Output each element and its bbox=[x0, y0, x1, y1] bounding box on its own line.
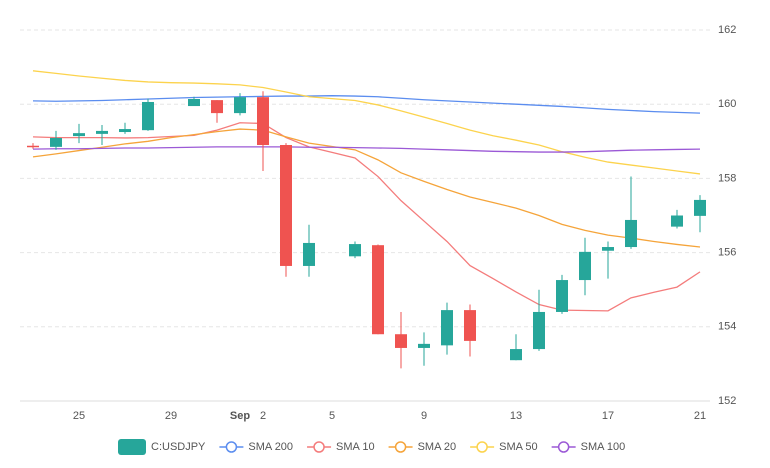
sma-line bbox=[32, 146, 701, 153]
candle-body bbox=[50, 137, 62, 147]
y-tick-label: 154 bbox=[718, 321, 736, 333]
candle-body bbox=[119, 129, 131, 133]
legend-marker bbox=[225, 441, 238, 453]
legend-label: SMA 20 bbox=[418, 441, 457, 453]
candle-body bbox=[625, 219, 637, 248]
y-tick-label: 162 bbox=[718, 24, 736, 36]
candle-body bbox=[349, 244, 361, 257]
candle-body bbox=[27, 145, 39, 148]
x-tick-label: 17 bbox=[602, 410, 614, 422]
candle-body bbox=[441, 310, 453, 346]
candle-body bbox=[395, 334, 407, 348]
sma-line bbox=[32, 128, 701, 248]
legend-label: SMA 10 bbox=[336, 441, 375, 453]
candle-body bbox=[464, 310, 476, 341]
legend-label: SMA 200 bbox=[248, 441, 293, 453]
legend-label: C:USDJPY bbox=[151, 441, 206, 453]
candle-body bbox=[73, 133, 85, 137]
sma-line bbox=[32, 70, 701, 175]
legend-marker bbox=[313, 441, 325, 453]
x-tick-label: 29 bbox=[165, 410, 177, 422]
x-tick-label: Sep bbox=[230, 410, 250, 422]
legend-label: SMA 100 bbox=[581, 441, 626, 453]
candle-body bbox=[418, 343, 430, 348]
candle-body bbox=[96, 130, 108, 134]
x-tick-label: 5 bbox=[329, 410, 335, 422]
x-tick-label: 9 bbox=[421, 410, 427, 422]
candle-body bbox=[579, 251, 591, 281]
sma-line bbox=[32, 122, 701, 312]
candle-body bbox=[280, 145, 292, 266]
candle-body bbox=[303, 242, 315, 266]
candle-body bbox=[211, 100, 223, 114]
y-tick-label: 152 bbox=[718, 395, 736, 407]
candle-body bbox=[533, 311, 545, 350]
candle-body bbox=[188, 99, 200, 107]
x-tick-label: 21 bbox=[694, 410, 706, 422]
candle-body bbox=[510, 349, 522, 361]
candle-body bbox=[372, 245, 384, 335]
legend-marker bbox=[394, 441, 407, 453]
legend-swatch bbox=[118, 439, 146, 455]
sma-line bbox=[32, 95, 701, 114]
legend-marker bbox=[557, 441, 570, 453]
legend-label: SMA 50 bbox=[499, 441, 538, 453]
candle-body bbox=[142, 101, 154, 131]
candle-body bbox=[556, 280, 568, 312]
candle-body bbox=[602, 247, 614, 251]
x-tick-label: 13 bbox=[510, 410, 522, 422]
candle-body bbox=[257, 97, 269, 146]
candle-body bbox=[234, 97, 246, 114]
y-tick-label: 160 bbox=[718, 98, 736, 110]
candle-body bbox=[694, 199, 706, 216]
legend-marker bbox=[476, 441, 488, 453]
x-tick-label: 2 bbox=[260, 410, 266, 422]
candle-body bbox=[671, 215, 683, 227]
y-tick-label: 158 bbox=[718, 172, 736, 184]
x-tick-label: 25 bbox=[73, 410, 85, 422]
y-tick-label: 156 bbox=[718, 247, 736, 259]
